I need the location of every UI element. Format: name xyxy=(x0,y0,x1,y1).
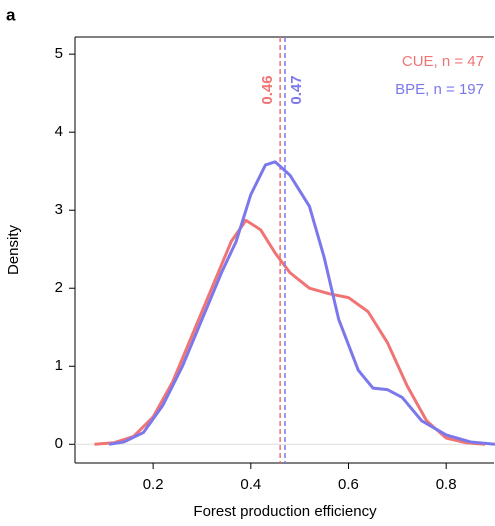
y-tick-label: 4 xyxy=(55,123,63,140)
y-axis-label: Density xyxy=(5,224,22,275)
y-tick-label: 3 xyxy=(55,201,63,218)
x-tick-label: 0.4 xyxy=(240,476,261,493)
mean-label: 0.46 xyxy=(259,75,276,104)
y-tick-label: 5 xyxy=(55,45,63,62)
x-axis-label: Forest production efficiency xyxy=(193,503,377,520)
legend-entry: CUE, n = 47 xyxy=(402,53,484,70)
y-tick-label: 0 xyxy=(55,435,63,452)
y-tick-label: 2 xyxy=(55,279,63,296)
density-line xyxy=(108,160,495,446)
panel-label: a xyxy=(6,5,16,24)
x-tick-label: 0.6 xyxy=(338,476,359,493)
legend-entry: BPE, n = 197 xyxy=(395,81,484,98)
y-tick-label: 1 xyxy=(55,357,63,374)
x-tick-label: 0.8 xyxy=(436,476,457,493)
density-line xyxy=(94,218,486,446)
x-tick-label: 0.2 xyxy=(143,476,164,493)
mean-label: 0.47 xyxy=(288,75,305,104)
